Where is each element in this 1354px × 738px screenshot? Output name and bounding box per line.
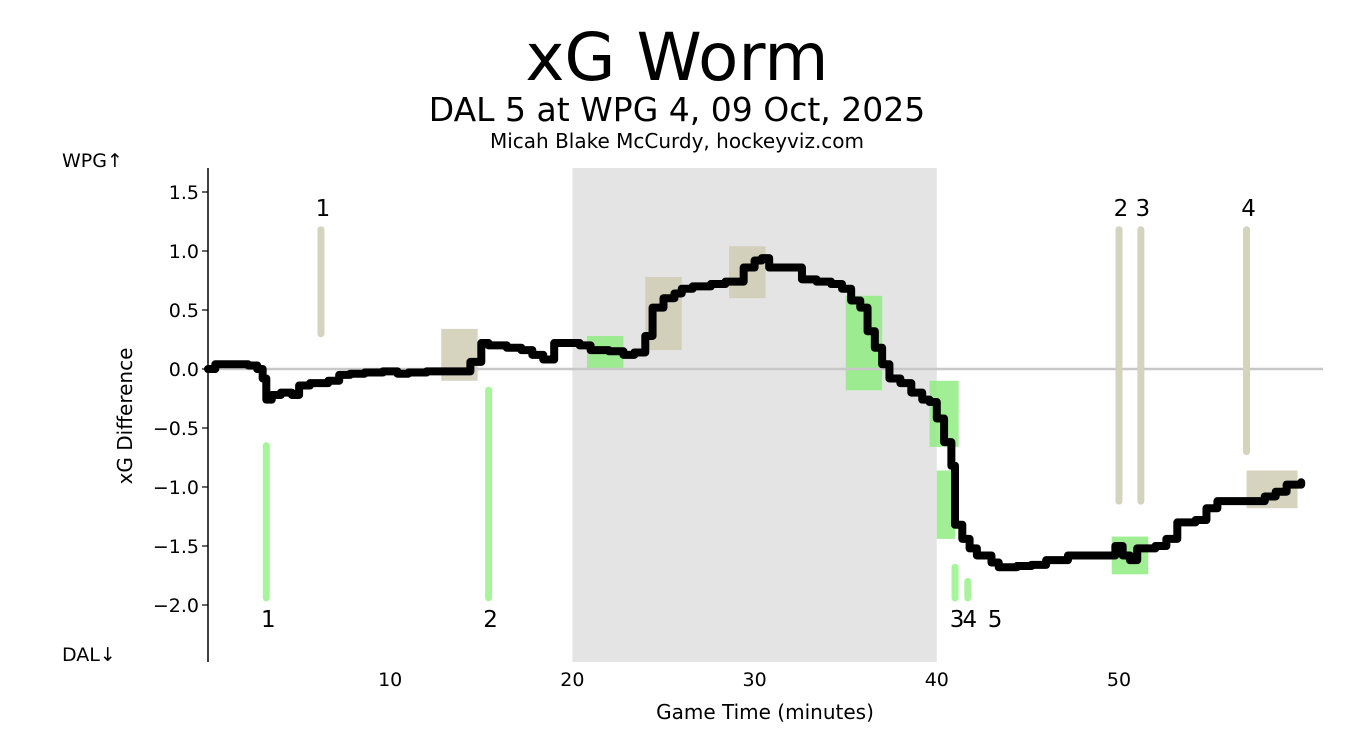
goal-label-dal-4: 4 <box>962 607 977 633</box>
goal-label-dal-1: 1 <box>261 607 276 633</box>
goal-label-dal-2: 2 <box>483 607 498 633</box>
goal-label-wpg-1: 1 <box>316 196 331 222</box>
goal-markers: 1 2 3 41 2 34 5 <box>261 196 1256 633</box>
x-tick-label: 20 <box>560 669 584 691</box>
second-period-shade <box>572 168 937 662</box>
y-tick-label: 1.0 <box>169 241 199 263</box>
y-tick-label: −0.5 <box>153 418 199 440</box>
goal-label-dal-5: 5 <box>988 607 1003 633</box>
chart-title: xG Worm <box>525 19 829 96</box>
x-axis-label: Game Time (minutes) <box>656 700 874 724</box>
penalty-box-away-8 <box>936 470 956 539</box>
y-tick-label: 1.5 <box>169 182 199 204</box>
goal-label-wpg-2: 2 <box>1114 196 1129 222</box>
x-tick-label: 30 <box>743 669 767 691</box>
chart-byline: Micah Blake McCurdy, hockeyviz.com <box>489 129 865 153</box>
y-tick-label: −2.0 <box>153 595 199 617</box>
y-tick-label: −1.0 <box>153 477 199 499</box>
goal-label-dal-3: 3 <box>950 607 965 633</box>
chart-subtitle: DAL 5 at WPG 4, 09 Oct, 2025 <box>428 90 926 129</box>
xg-worm-line <box>204 254 1306 572</box>
y-axis-label: xG Difference <box>113 348 137 485</box>
y-tick-label: 0.0 <box>169 359 199 381</box>
goal-label-wpg-3: 3 <box>1136 196 1151 222</box>
y-axis-ticks: 1.5 1.0 0.5 0.0 −0.5 −1.0 −1.5 −2.0 <box>153 182 208 617</box>
x-axis-ticks: 10 20 30 40 50 <box>378 669 1131 691</box>
goal-label-wpg-4: 4 <box>1241 196 1256 222</box>
team-top-label: WPG↑ <box>62 150 123 172</box>
x-tick-label: 40 <box>925 669 949 691</box>
x-tick-label: 50 <box>1107 669 1131 691</box>
team-bottom-label: DAL↓ <box>62 644 116 666</box>
y-tick-label: −1.5 <box>153 536 199 558</box>
x-tick-label: 10 <box>378 669 402 691</box>
y-tick-label: 0.5 <box>169 300 199 322</box>
